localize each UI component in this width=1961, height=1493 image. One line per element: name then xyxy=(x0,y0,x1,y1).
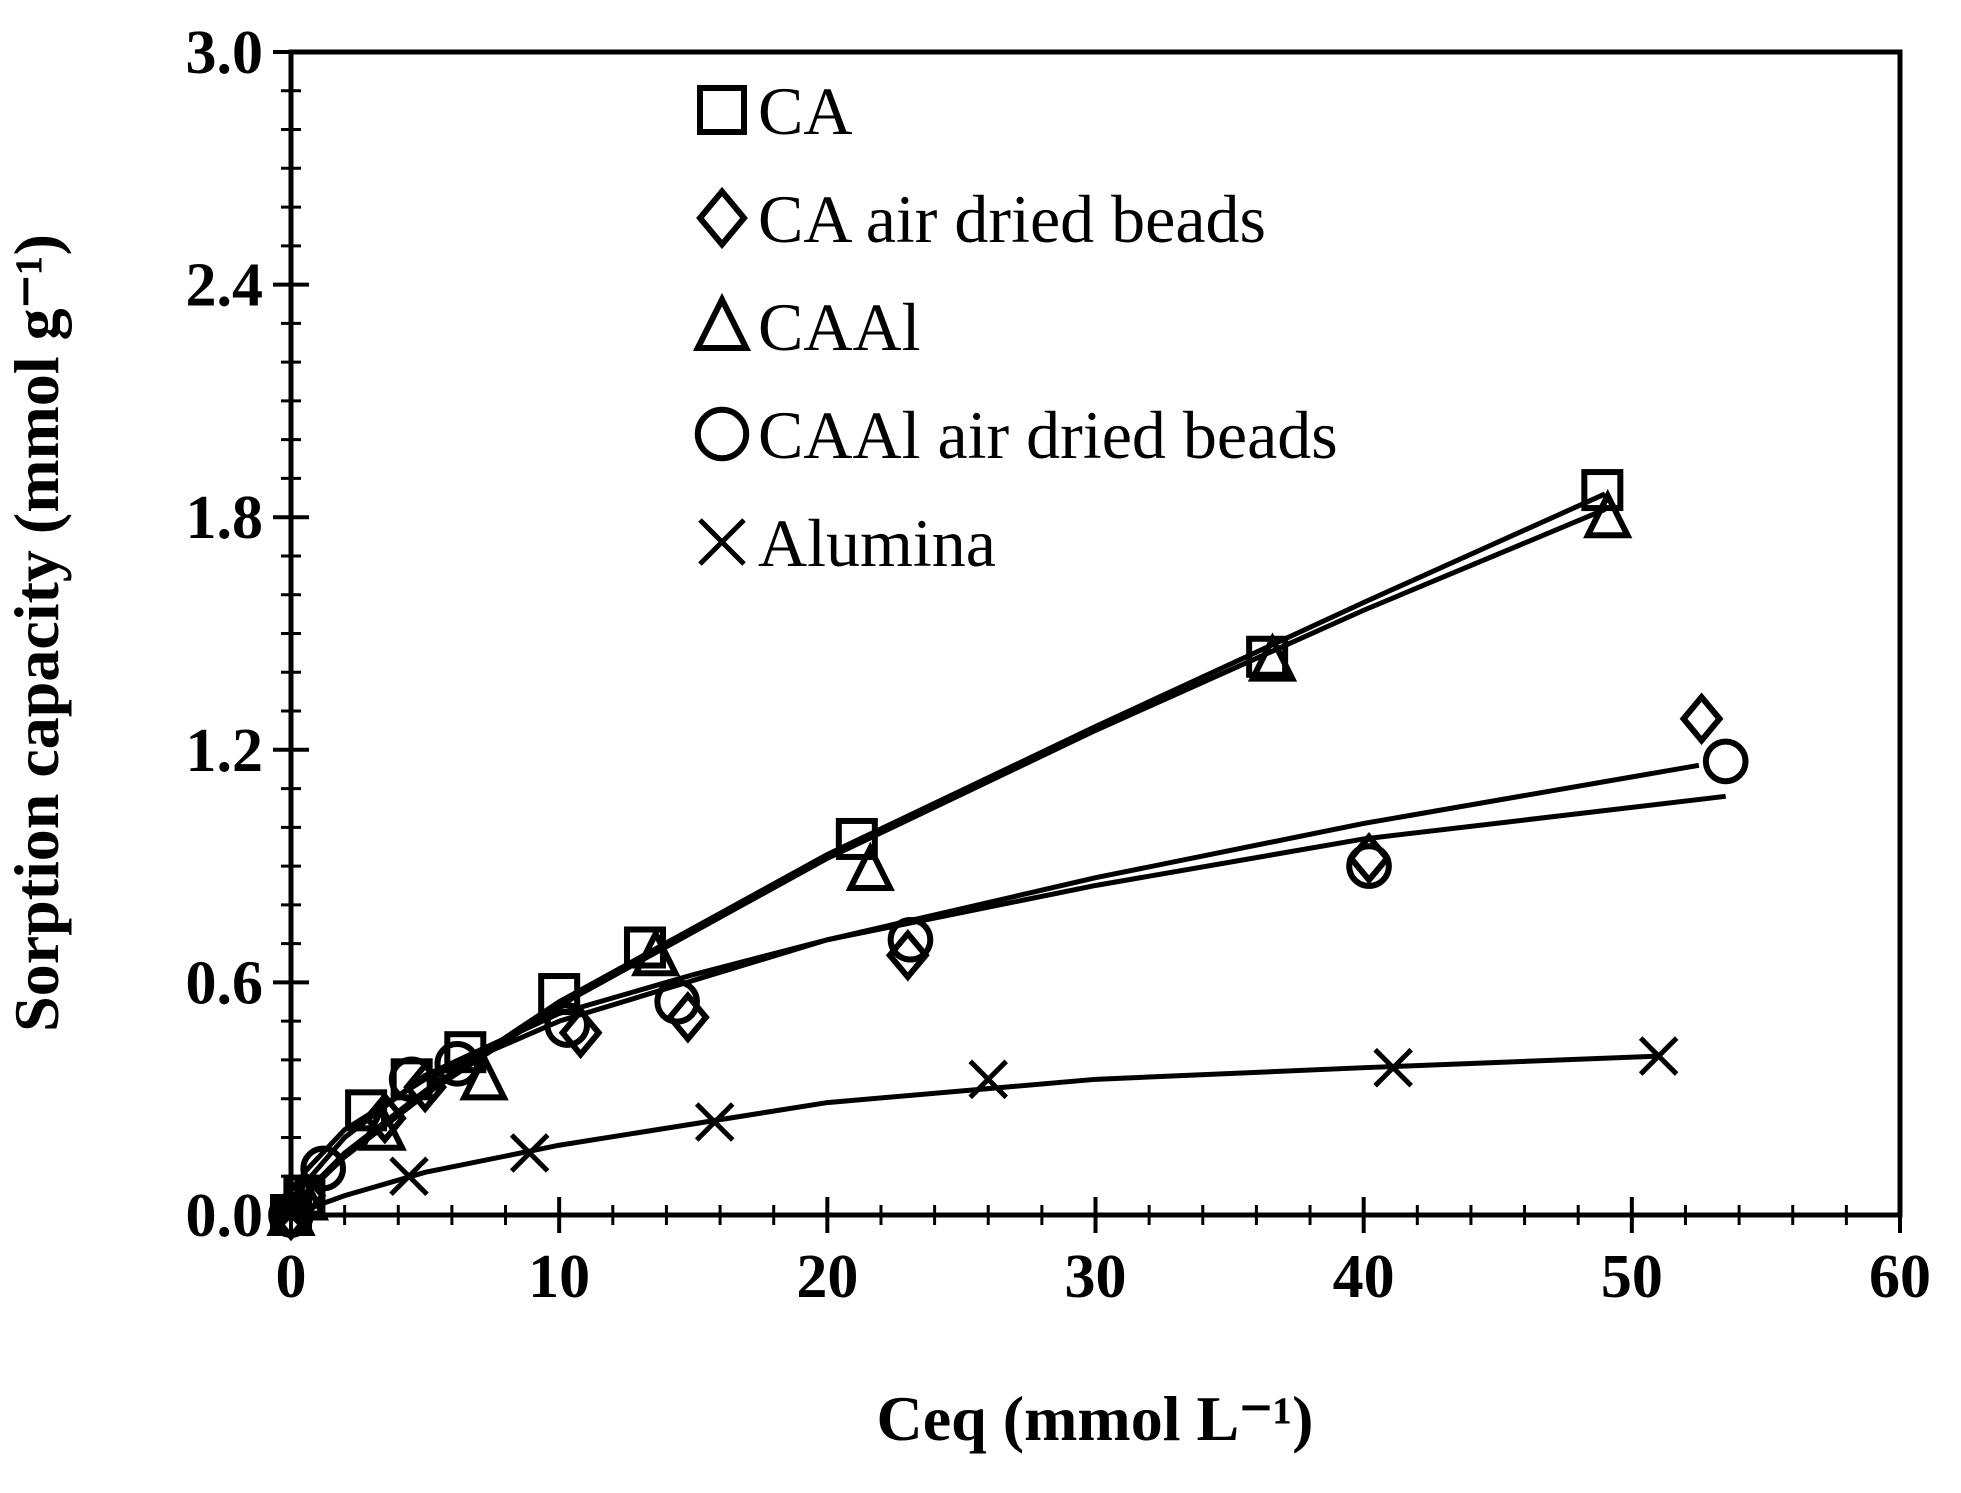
point xyxy=(558,1006,603,1060)
fit-line xyxy=(288,793,1726,1216)
legend-label: CA xyxy=(758,73,852,149)
point xyxy=(698,518,746,566)
point xyxy=(694,1102,735,1142)
point xyxy=(362,1091,407,1145)
point xyxy=(697,85,747,135)
point xyxy=(544,1002,591,1048)
x-tick-label: 10 xyxy=(528,1243,590,1311)
point xyxy=(1346,843,1392,889)
point xyxy=(1246,635,1289,678)
x-tick-label: 40 xyxy=(1333,1243,1395,1311)
point xyxy=(389,1156,429,1196)
point xyxy=(1679,692,1724,746)
point xyxy=(388,1056,435,1103)
fit-line xyxy=(288,762,1700,1216)
x-tick-label: 0 xyxy=(276,1243,307,1311)
x-axis-title: Ceq (mmol L⁻¹) xyxy=(877,1383,1314,1454)
point xyxy=(268,1192,314,1238)
fit-line xyxy=(290,1053,1659,1218)
legend-label: CAAl xyxy=(758,289,920,365)
point xyxy=(835,817,878,860)
x-tick-label: 30 xyxy=(1065,1243,1127,1311)
point xyxy=(696,186,748,250)
point xyxy=(403,1060,447,1114)
legend-label: CA air dried beads xyxy=(758,181,1266,257)
point xyxy=(694,406,750,462)
y-axis-title: Sorption capacity (mmol g⁻¹) xyxy=(1,234,72,1032)
legend-label: Alumina xyxy=(758,505,996,581)
point xyxy=(434,1041,481,1087)
y-tick-label: 0.0 xyxy=(186,1182,264,1250)
point xyxy=(1583,488,1633,539)
point xyxy=(845,841,895,891)
point xyxy=(1702,738,1749,785)
point xyxy=(665,991,710,1044)
y-tick-label: 1.8 xyxy=(186,484,264,552)
y-tick-label: 2.4 xyxy=(186,252,264,320)
point xyxy=(654,978,700,1025)
point xyxy=(357,1101,407,1151)
point xyxy=(1247,632,1298,682)
point xyxy=(1638,1036,1679,1076)
point xyxy=(509,1133,550,1173)
point xyxy=(631,926,681,977)
legend-label: CAAl air dried beads xyxy=(758,397,1338,473)
point xyxy=(692,292,752,351)
point xyxy=(271,1195,311,1235)
y-tick-label: 1.2 xyxy=(186,717,264,785)
y-tick-label: 0.6 xyxy=(186,949,264,1017)
point xyxy=(968,1059,1008,1100)
x-tick-label: 20 xyxy=(796,1243,858,1311)
x-tick-label: 50 xyxy=(1601,1243,1663,1311)
x-tick-label: 60 xyxy=(1869,1243,1931,1311)
y-tick-label: 3.0 xyxy=(186,19,264,87)
point xyxy=(1373,1047,1413,1088)
point xyxy=(300,1145,346,1192)
point xyxy=(887,916,934,963)
